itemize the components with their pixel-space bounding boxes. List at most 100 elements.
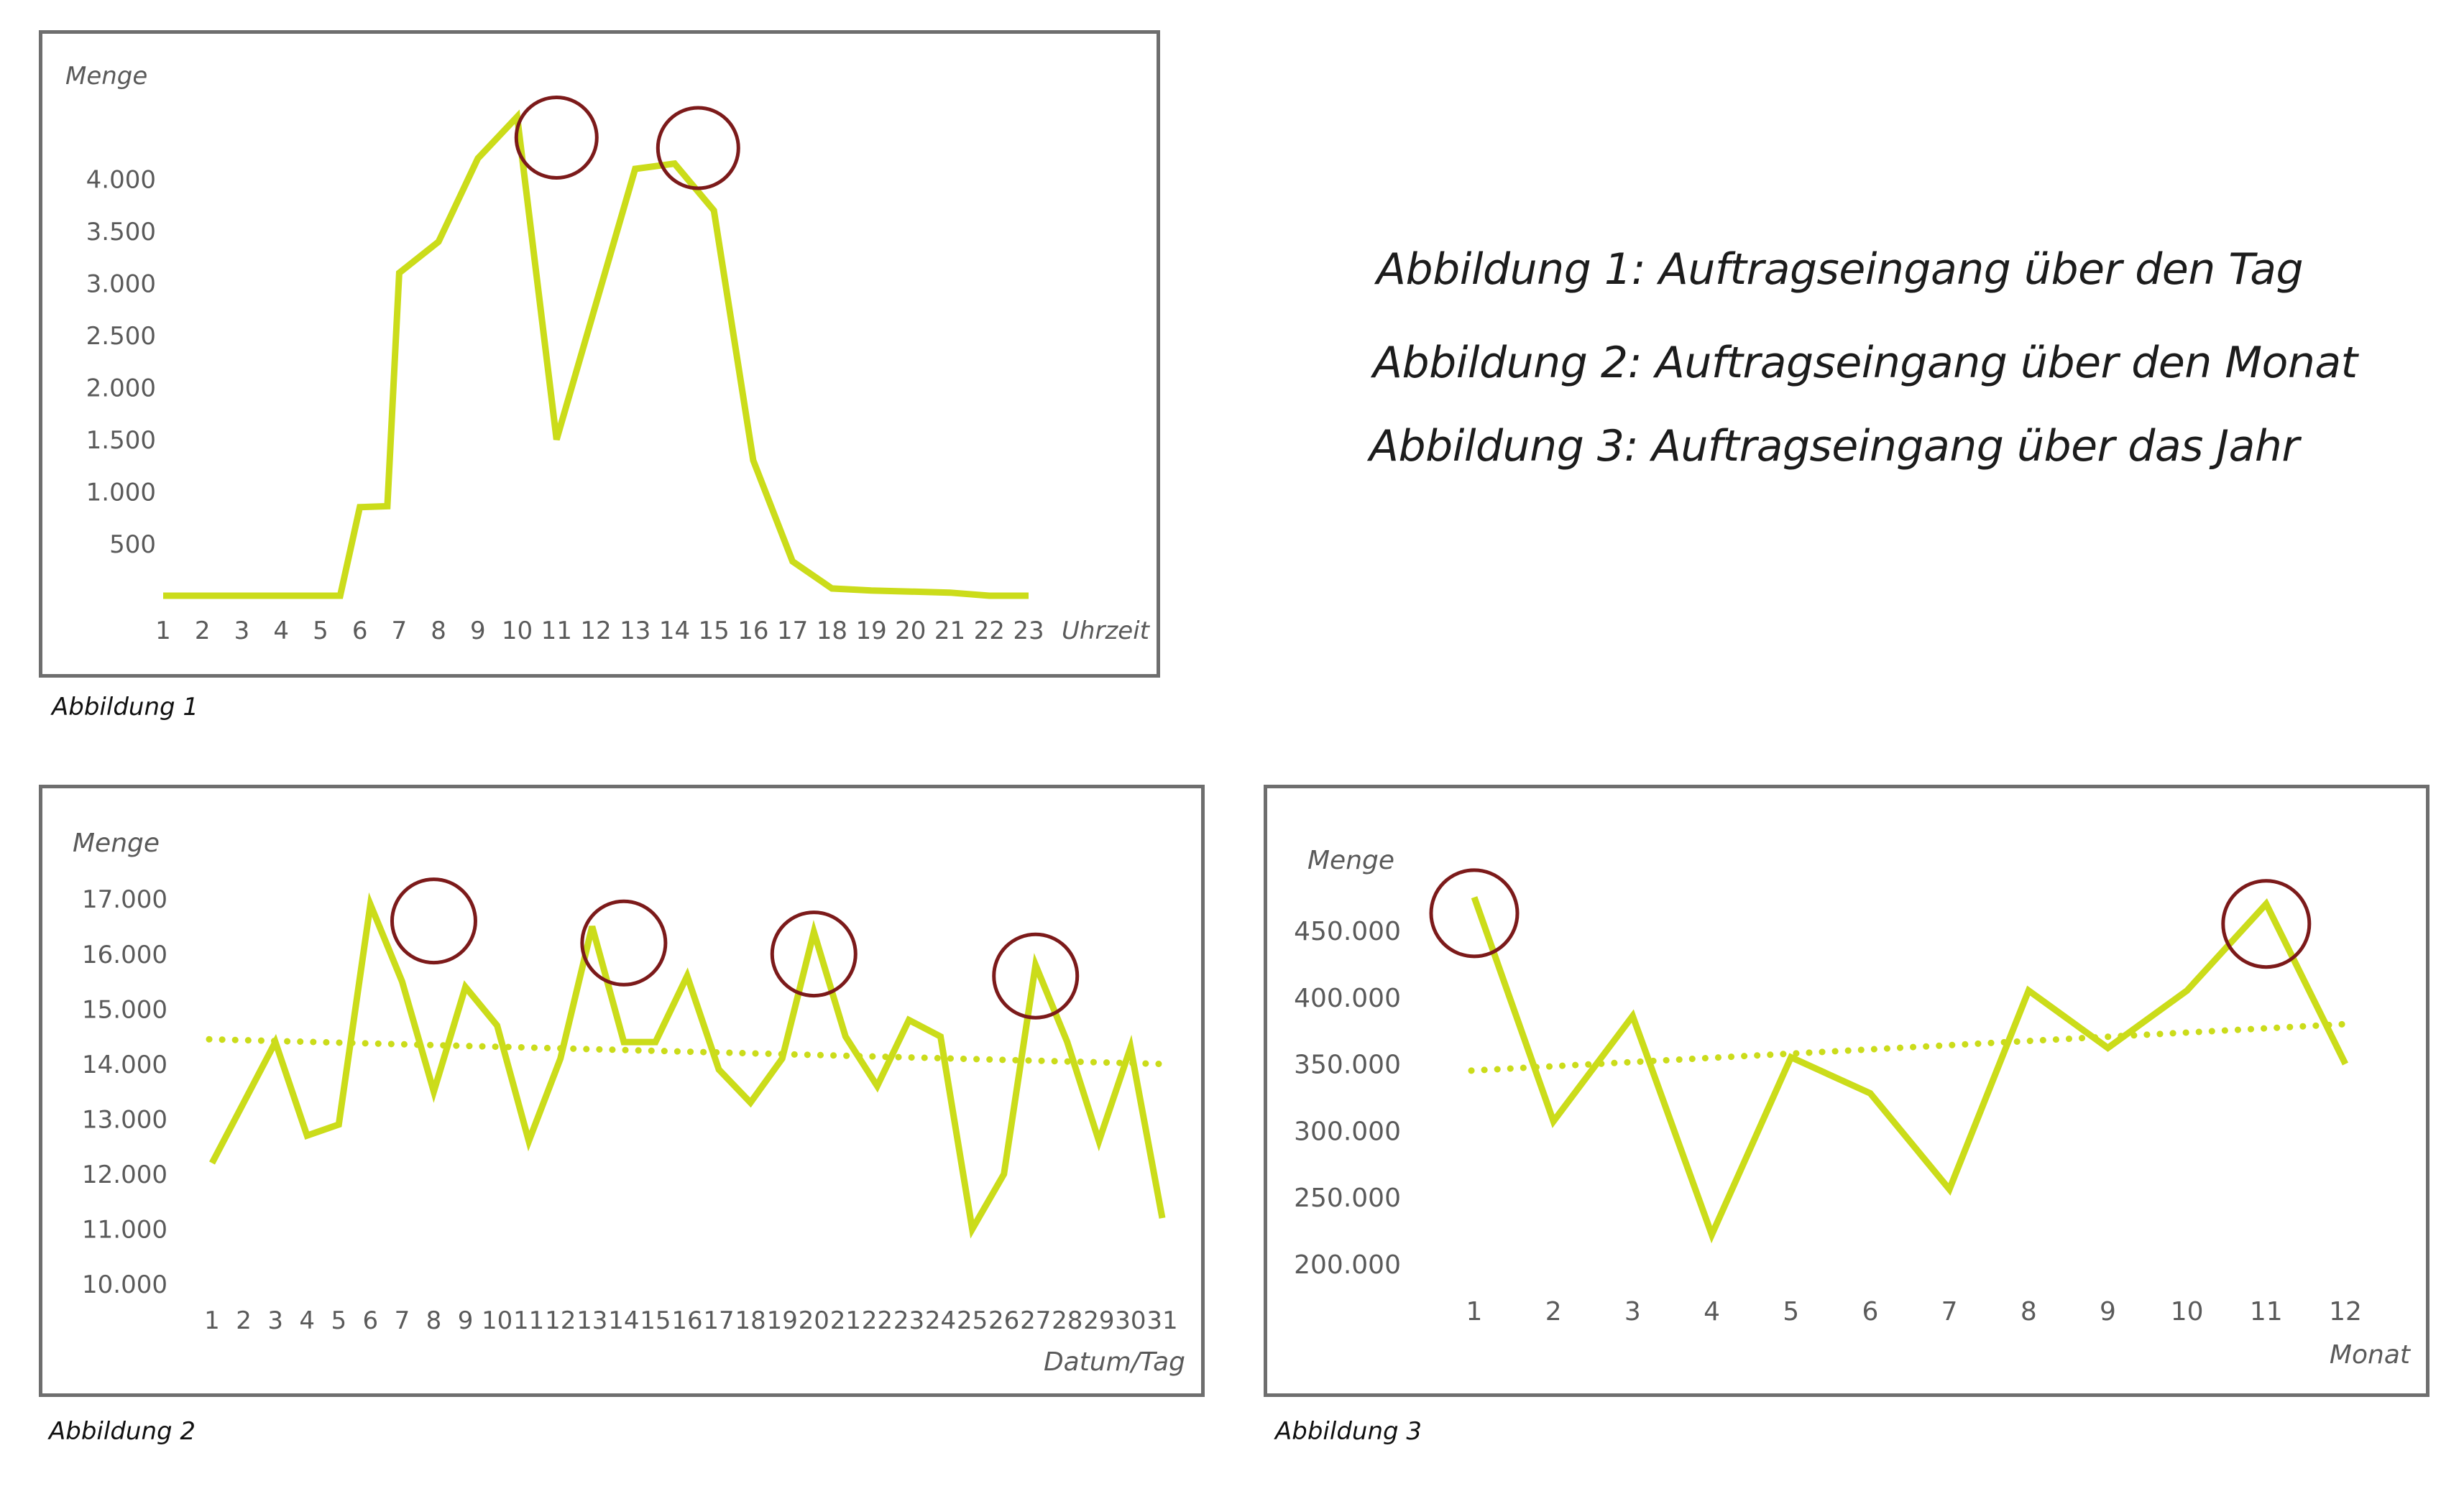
x-tick-label: 22: [974, 617, 1005, 645]
x-tick-label: 17: [777, 617, 808, 645]
x-axis-title: Monat: [2330, 1340, 2412, 1370]
x-tick-label: 2: [195, 617, 211, 645]
series-line: [1471, 896, 2349, 1244]
trend-line: [206, 1036, 1169, 1068]
x-tick-label: 11: [513, 1306, 544, 1335]
highlight-circle: [2221, 879, 2312, 969]
x-tick-label: 3: [1624, 1297, 1641, 1327]
legend-line-3: Abbildung 3: Auftragseingang über das Ja…: [1369, 421, 2299, 471]
x-axis-title: Uhrzeit: [1062, 617, 1151, 645]
y-tick-label: 300.000: [1294, 1117, 1401, 1146]
y-tick-label: 350.000: [1294, 1051, 1401, 1080]
trend-line: [1468, 1020, 2352, 1074]
x-tick-label: 31: [1146, 1306, 1177, 1335]
x-tick-label: 4: [299, 1306, 315, 1335]
highlight-circle: [514, 95, 599, 180]
x-tick-label: 1: [155, 617, 171, 645]
x-tick-label: 5: [313, 617, 328, 645]
x-tick-label: 18: [735, 1306, 766, 1335]
x-tick-label: 4: [1704, 1297, 1720, 1327]
y-tick-label: 17.000: [82, 885, 167, 914]
x-tick-label: 12: [580, 617, 611, 645]
x-tick-label: 22: [862, 1306, 893, 1335]
x-tick-label: 26: [988, 1306, 1019, 1335]
highlight-circle: [770, 910, 858, 998]
x-tick-label: 7: [392, 617, 408, 645]
x-tick-label: 9: [470, 617, 486, 645]
x-tick-label: 23: [893, 1306, 924, 1335]
x-tick-label: 1: [204, 1306, 220, 1335]
y-tick-label: 450.000: [1294, 917, 1401, 946]
y-tick-label: 400.000: [1294, 984, 1401, 1013]
series-line: [209, 892, 1166, 1239]
y-tick-label: 2.500: [86, 322, 156, 351]
x-axis-title: Datum/Tag: [1044, 1347, 1185, 1377]
x-tick-label: 13: [620, 617, 651, 645]
legend-line-2: Abbildung 2: Auftragseingang über den Mo…: [1373, 338, 2358, 388]
x-tick-label: 20: [895, 617, 926, 645]
y-tick-label: 1.000: [86, 478, 156, 507]
x-tick-label: 6: [363, 1306, 379, 1335]
x-tick-label: 8: [426, 1306, 442, 1335]
highlight-circle: [1429, 868, 1520, 959]
y-tick-label: 13.000: [82, 1106, 167, 1135]
y-tick-label: 500: [109, 530, 156, 559]
y-axis-title: Menge: [65, 62, 147, 91]
x-tick-label: 16: [737, 617, 768, 645]
highlight-circle: [992, 932, 1080, 1020]
x-tick-label: 6: [1862, 1297, 1878, 1327]
x-tick-label: 19: [855, 617, 886, 645]
x-tick-label: 11: [2250, 1297, 2283, 1327]
x-tick-label: 23: [1013, 617, 1044, 645]
x-tick-label: 10: [502, 617, 533, 645]
x-tick-label: 9: [2100, 1297, 2116, 1327]
x-tick-label: 10: [2171, 1297, 2204, 1327]
figure-1-chart: Menge 500 1.000 1.500 2.000 2.500 3.000 3.500 4.…: [65, 62, 1151, 645]
x-tick-label: 4: [273, 617, 289, 645]
y-tick-label: 16.000: [82, 941, 167, 969]
figure-1-frame: Menge 500 1.000 1.500 2.000 2.500 3.000 3.500 4.…: [39, 30, 1160, 678]
x-tick-label: 21: [830, 1306, 861, 1335]
x-tick-label: 17: [703, 1306, 734, 1335]
x-tick-label: 15: [640, 1306, 671, 1335]
y-tick-label: 12.000: [82, 1161, 167, 1189]
y-tick-label: 3.500: [86, 218, 156, 246]
x-tick-label: 27: [1020, 1306, 1051, 1335]
highlight-circle: [390, 877, 477, 965]
x-tick-label: 9: [458, 1306, 474, 1335]
x-tick-label: 6: [352, 617, 368, 645]
x-tick-label: 14: [659, 617, 690, 645]
y-tick-label: 10.000: [82, 1270, 167, 1299]
figure-1-caption: Abbildung 1: [52, 693, 199, 721]
figure-2-chart: Menge 10.000 11.000 12.000 13.000 14.000 15.00…: [73, 829, 1185, 1377]
x-tick-label: 18: [817, 617, 847, 645]
figure-2-frame: Menge 10.000 11.000 12.000 13.000 14.000 15.00…: [39, 785, 1205, 1397]
highlight-circle: [656, 106, 740, 190]
x-tick-label: 29: [1083, 1306, 1114, 1335]
figure-3-caption: Abbildung 3: [1275, 1417, 1422, 1446]
y-tick-label: 4.000: [86, 166, 156, 195]
x-tick-label: 3: [267, 1306, 283, 1335]
figure-2-caption: Abbildung 2: [49, 1417, 196, 1446]
x-tick-label: 12: [545, 1306, 576, 1335]
x-tick-label: 15: [699, 617, 730, 645]
x-tick-label: 24: [925, 1306, 956, 1335]
x-tick-label: 20: [799, 1306, 829, 1335]
x-tick-label: 19: [767, 1306, 798, 1335]
x-tick-label: 2: [236, 1306, 252, 1335]
x-tick-label: 11: [541, 617, 572, 645]
y-tick-label: 15.000: [82, 995, 167, 1024]
x-tick-label: 28: [1052, 1306, 1082, 1335]
figure-3-chart: Menge 200.000 250.000 300.000 350.000 400.000…: [1294, 846, 2412, 1370]
x-tick-label: 8: [2021, 1297, 2037, 1327]
x-tick-label: 25: [957, 1306, 988, 1335]
x-tick-label: 1: [1466, 1297, 1483, 1327]
x-tick-label: 5: [331, 1306, 346, 1335]
x-tick-label: 30: [1115, 1306, 1146, 1335]
x-tick-label: 2: [1545, 1297, 1562, 1327]
series-line: [163, 109, 1029, 599]
y-tick-label: 1.500: [86, 426, 156, 455]
x-tick-label: 5: [1783, 1297, 1799, 1327]
x-tick-label: 8: [431, 617, 446, 645]
x-tick-label: 3: [234, 617, 250, 645]
